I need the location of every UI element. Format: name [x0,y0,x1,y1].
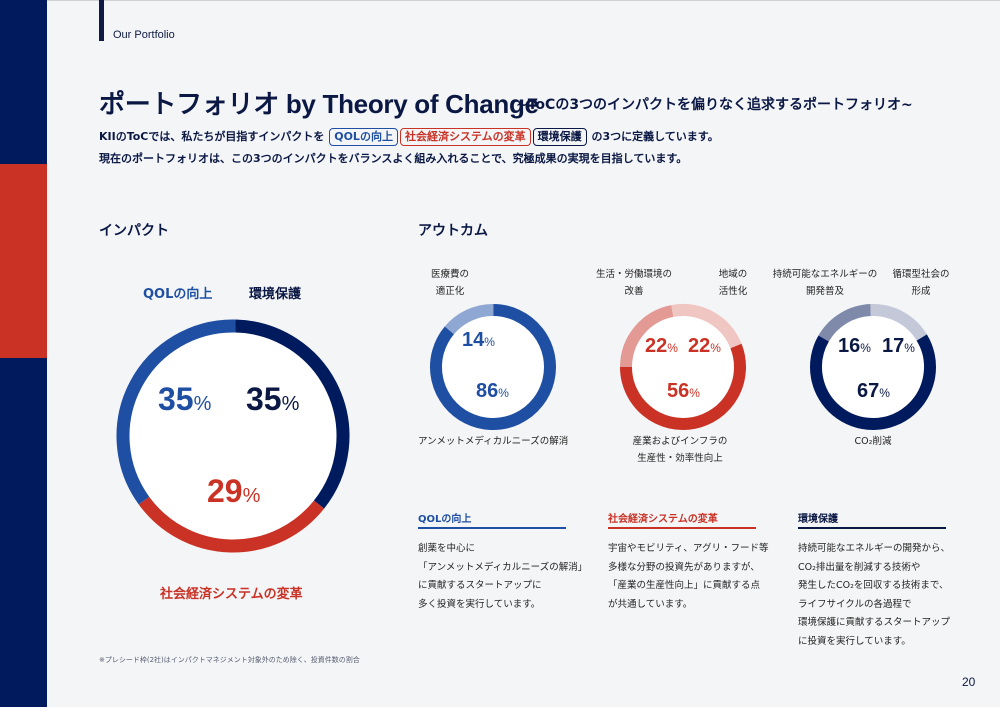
card-env-title: 環境保護 [798,514,838,525]
impact-slice-soc [138,496,325,553]
soc-slice-regional [671,304,742,349]
card-env-body: 持続可能なエネルギーの開発から、 CO₂排出量を削減する技術や 発生したCO₂を回収… [798,543,951,647]
side-stripe-navy-top [0,0,47,164]
page-subtitle: ~ToCの3つのインパクトを偏りなく追求するポートフォリオ~ [516,97,913,113]
intro-prefix: KIIのToCでは、私たちが目指すインパクトを [99,130,325,143]
card-qol-rule [418,527,566,529]
impact-slice-env [235,319,350,509]
page-title: ポートフォリオ by Theory of Change [99,84,539,121]
qol-label-medical-cost: 医療費の 適正化 [430,269,469,297]
soc-label-living-env: 生活・労働環境の 改善 [595,269,672,297]
impact-pct-qol: 35% [158,381,212,417]
env-pct-energy: 16% [838,335,871,357]
card-soc-body: 宇宙やモビリティ、アグリ・フード等 多様な分野の投資先がありますが、 「産業の生産性… [608,543,769,610]
env-outcome-donut-chart [810,304,936,430]
soc-label-productivity: 産業およびインフラの 生産性・効率性向上 [632,436,728,464]
env-label-circular: 循環型社会の 形成 [892,269,950,297]
donut-center [442,316,544,418]
qol-label-unmet-needs: アンメットメディカルニーズの解消 [418,436,569,447]
qol-slice-unmet-needs [430,304,556,430]
env-slice-co2 [810,334,936,430]
soc-pct-regional: 22% [688,335,721,357]
card-soc-title: 社会経済システムの変革 [608,514,718,525]
env-pct-circular: 17% [882,335,915,357]
soc-pct-living-env: 22% [645,335,678,357]
env-label-co2: CO₂削減 [854,436,892,447]
tag-environment: 環境保護 [532,128,587,146]
title-en: by Theory of Change [278,89,539,119]
tag-qol: QOLの向上 [329,128,398,146]
impact-pct-soc: 29% [207,473,261,509]
intro-line-1: KIIのToCでは、私たちが目指すインパクトを QOLの向上 社会経済システムの変… [99,126,719,148]
impact-label-soc: 社会経済システムの変革 [160,587,303,602]
page-number: 20 [962,675,976,689]
qol-outcome-donut-chart [430,304,556,430]
qol-pct-unmet-needs: 86% [476,380,509,402]
card-env-rule [798,527,946,529]
outcome-heading: アウトカム [418,223,488,239]
soc-slice-productivity [620,343,746,430]
soc-pct-productivity: 56% [667,380,700,402]
section-label: Our Portfolio [113,29,175,41]
tag-social-economic: 社会経済システムの変革 [399,128,531,146]
card-qol-title: QOLの向上 [418,514,472,525]
donut-center [822,316,924,418]
impact-label-env: 環境保護 [249,287,302,302]
side-stripe-navy-bottom [0,358,47,707]
soc-label-regional: 地域の 活性化 [718,269,748,297]
card-qol-body: 創薬を中心に 「アンメットメディカルニーズの解消」 に貢献するスタートアップに 多く投… [418,543,588,610]
donut-center [632,316,734,418]
soc-outcome-donut-chart [620,304,746,430]
section-marker [99,0,104,41]
env-slice-energy [818,304,872,342]
side-stripe-red [0,164,47,358]
impact-donut-chart [116,319,350,553]
env-label-energy: 持続可能なエネルギーの 開発普及 [772,269,878,297]
impact-label-qol: QOLの向上 [143,287,213,302]
top-border [0,0,1000,1]
qol-pct-medical-cost: 14% [462,329,495,351]
title-jp: ポートフォリオ [99,90,279,120]
donut-center [129,332,337,540]
soc-slice-living-env [620,305,674,368]
intro-text: KIIのToCでは、私たちが目指すインパクトを QOLの向上 社会経済システムの変… [99,126,719,170]
env-slice-circular [870,304,927,341]
env-pct-co2: 67% [857,380,890,402]
impact-heading: インパクト [99,223,169,239]
card-soc-rule [608,527,756,529]
qol-slice-medical-cost [444,304,494,335]
impact-pct-env: 35% [246,381,300,417]
intro-line-2: 現在のポートフォリオは、この3つのインパクトをバランスよく組み入れることで、究極… [99,152,688,165]
intro-suffix: の3つに定義しています。 [591,130,719,143]
impact-slice-qol [116,319,236,505]
footnote: ※プレシード枠(2社)はインパクトマネジメント対象外のため除く、投資件数の割合 [99,656,360,664]
